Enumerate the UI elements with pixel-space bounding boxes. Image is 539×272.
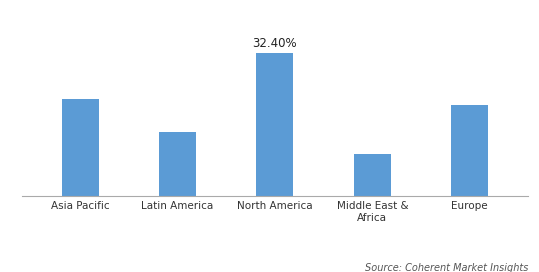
Text: Source: Coherent Market Insights: Source: Coherent Market Insights — [365, 263, 528, 272]
Text: 32.40%: 32.40% — [253, 37, 297, 50]
Bar — [451, 105, 488, 196]
Bar — [354, 154, 391, 196]
Bar — [159, 132, 196, 196]
Bar — [257, 52, 293, 196]
Bar — [61, 98, 99, 196]
